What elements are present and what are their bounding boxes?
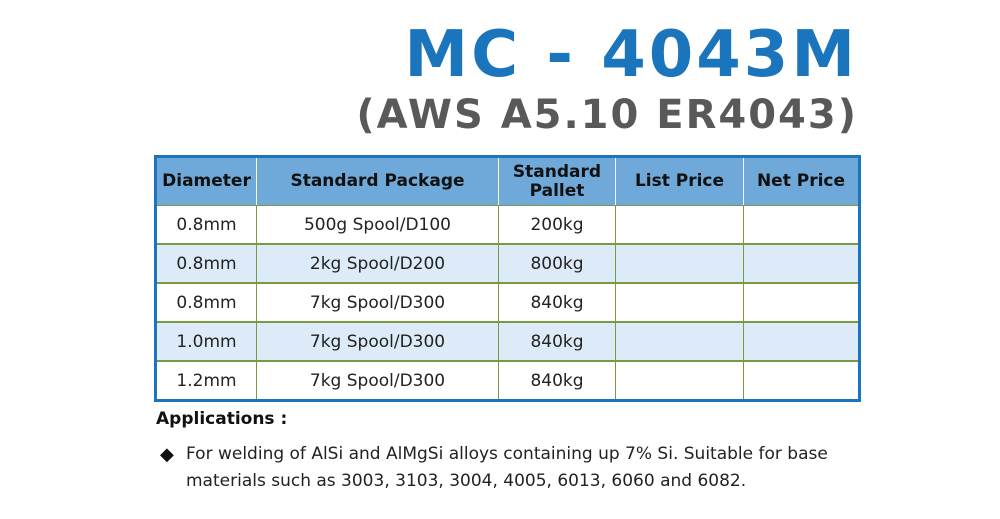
cell-list-price [615,244,744,284]
table-row: 0.8mm 2kg Spool/D200 800kg [155,244,860,284]
cell-list-price [615,283,744,323]
table-header-row: Diameter Standard Package Standard Palle… [155,156,860,206]
cell-diameter: 0.8mm [155,244,257,284]
table-row: 0.8mm 7kg Spool/D300 840kg [155,283,860,323]
column-header-diameter: Diameter [155,156,257,206]
cell-pallet: 200kg [498,205,616,245]
cell-package: 7kg Spool/D300 [256,361,499,401]
cell-diameter: 0.8mm [155,205,257,245]
cell-net-price [743,205,860,245]
cell-list-price [615,322,744,362]
table-row: 1.2mm 7kg Spool/D300 840kg [155,361,860,401]
cell-package: 2kg Spool/D200 [256,244,499,284]
column-header-standard-pallet: Standard Pallet [498,156,616,206]
spec-table: Diameter Standard Package Standard Palle… [154,155,861,402]
product-standard: (AWS A5.10 ER4043) [356,92,858,138]
product-title: MC - 4043M [404,18,858,92]
cell-net-price [743,322,860,362]
cell-package: 7kg Spool/D300 [256,283,499,323]
cell-package: 500g Spool/D100 [256,205,499,245]
cell-diameter: 1.2mm [155,361,257,401]
cell-net-price [743,244,860,284]
cell-net-price [743,361,860,401]
applications-list-item: ◆ For welding of AlSi and AlMgSi alloys … [160,441,880,495]
cell-package: 7kg Spool/D300 [256,322,499,362]
cell-diameter: 1.0mm [155,322,257,362]
cell-pallet: 840kg [498,322,616,362]
column-header-net-price: Net Price [743,156,860,206]
cell-diameter: 0.8mm [155,283,257,323]
cell-net-price [743,283,860,323]
cell-list-price [615,361,744,401]
table-row: 1.0mm 7kg Spool/D300 840kg [155,322,860,362]
cell-pallet: 800kg [498,244,616,284]
cell-pallet: 840kg [498,361,616,401]
table-row: 0.8mm 500g Spool/D100 200kg [155,205,860,245]
cell-pallet: 840kg [498,283,616,323]
diamond-icon: ◆ [160,444,174,464]
column-header-list-price: List Price [615,156,744,206]
applications-text: For welding of AlSi and AlMgSi alloys co… [186,444,828,491]
column-header-standard-package: Standard Package [256,156,499,206]
cell-list-price [615,205,744,245]
applications-heading: Applications : [156,409,288,429]
